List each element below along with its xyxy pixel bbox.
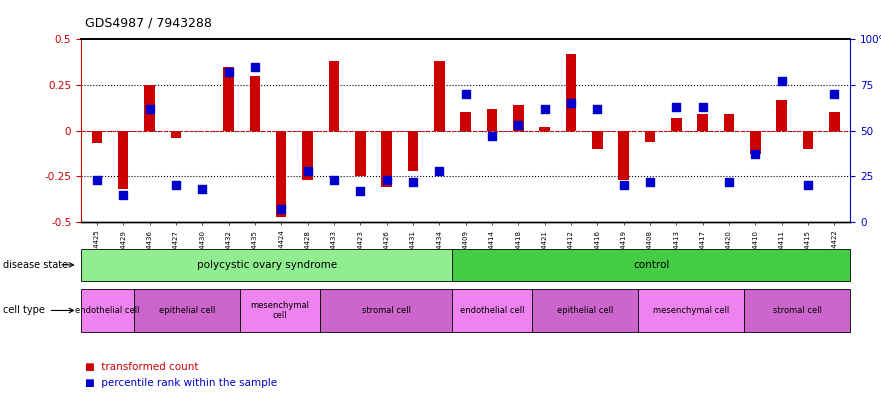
Text: ■  percentile rank within the sample: ■ percentile rank within the sample xyxy=(85,378,278,388)
Point xyxy=(801,182,815,189)
Text: mesenchymal
cell: mesenchymal cell xyxy=(250,301,309,320)
Bar xyxy=(355,130,366,176)
Bar xyxy=(381,130,392,187)
Bar xyxy=(776,99,787,130)
Text: endothelial cell: endothelial cell xyxy=(460,306,524,315)
Bar xyxy=(249,76,260,130)
Point xyxy=(380,177,394,183)
Bar xyxy=(171,130,181,138)
Point xyxy=(696,104,710,110)
Point xyxy=(617,182,631,189)
Bar xyxy=(408,130,418,171)
Bar xyxy=(486,109,497,130)
Point xyxy=(90,177,104,183)
Point xyxy=(485,133,499,139)
Bar xyxy=(276,130,286,217)
Text: polycystic ovary syndrome: polycystic ovary syndrome xyxy=(196,260,337,270)
Bar xyxy=(566,54,576,130)
Bar xyxy=(144,85,155,130)
Point xyxy=(537,106,552,112)
Bar xyxy=(723,114,734,130)
Point xyxy=(248,64,262,70)
Point xyxy=(274,206,288,212)
Point xyxy=(143,106,157,112)
Bar xyxy=(302,130,313,180)
Bar xyxy=(645,130,655,141)
Bar xyxy=(592,130,603,149)
Text: epithelial cell: epithelial cell xyxy=(557,306,613,315)
Point xyxy=(353,188,367,194)
Text: GDS4987 / 7943288: GDS4987 / 7943288 xyxy=(85,17,212,29)
Point xyxy=(511,122,525,129)
Bar xyxy=(92,130,102,143)
Point xyxy=(116,191,130,198)
Point xyxy=(169,182,183,189)
Bar xyxy=(223,67,233,130)
Bar xyxy=(434,61,445,130)
Text: endothelial cell: endothelial cell xyxy=(75,306,140,315)
Bar xyxy=(671,118,682,130)
Bar xyxy=(539,127,550,130)
Bar xyxy=(698,114,708,130)
Point xyxy=(564,100,578,107)
Point xyxy=(196,186,210,192)
Text: epithelial cell: epithelial cell xyxy=(159,306,215,315)
Text: mesenchymal cell: mesenchymal cell xyxy=(653,306,729,315)
Bar xyxy=(329,61,339,130)
Bar xyxy=(461,112,470,130)
Point xyxy=(221,69,235,75)
Text: disease state: disease state xyxy=(3,260,68,270)
Point xyxy=(748,151,762,158)
Text: stromal cell: stromal cell xyxy=(773,306,822,315)
Point xyxy=(300,168,315,174)
Text: control: control xyxy=(633,260,670,270)
Point xyxy=(406,179,420,185)
Text: cell type: cell type xyxy=(3,305,45,316)
Point xyxy=(827,91,841,97)
Point xyxy=(643,179,657,185)
Bar xyxy=(513,105,523,130)
Bar xyxy=(118,130,129,189)
Point xyxy=(590,106,604,112)
Point xyxy=(722,179,736,185)
Bar xyxy=(750,130,760,154)
Text: stromal cell: stromal cell xyxy=(361,306,411,315)
Bar xyxy=(618,130,629,180)
Bar xyxy=(829,112,840,130)
Text: ■  transformed count: ■ transformed count xyxy=(85,362,199,373)
Bar xyxy=(803,130,813,149)
Point xyxy=(458,91,472,97)
Point xyxy=(327,177,341,183)
Point xyxy=(670,104,684,110)
Point xyxy=(433,168,447,174)
Point xyxy=(774,78,788,84)
